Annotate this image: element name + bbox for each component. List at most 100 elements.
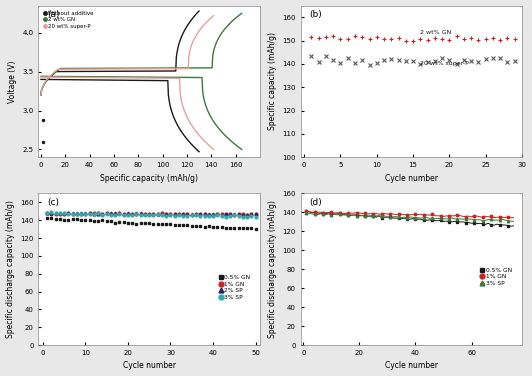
2% SP (214, 212, 220, 216)
2% SP (116, 211, 122, 215)
3% SP (129, 213, 135, 217)
Line: 2% SP: 2% SP (46, 211, 257, 216)
2% SP (86, 211, 93, 216)
1% GN (510, 215, 517, 220)
3% SP (488, 217, 494, 222)
Text: (d): (d) (310, 198, 322, 207)
3% SP (205, 214, 212, 218)
2% SP (120, 211, 127, 216)
3% SP (61, 211, 67, 215)
1% GN (120, 212, 127, 217)
3% SP (146, 213, 152, 217)
3% SP (193, 213, 199, 218)
1% GN (201, 212, 207, 216)
2% SP (167, 212, 173, 216)
3% SP (142, 212, 148, 217)
1% GN (163, 212, 169, 217)
0.5% GN (252, 226, 259, 231)
Legend: Without additive, 2 wt% GN, 20 wt% super-P: Without additive, 2 wt% GN, 20 wt% super… (41, 8, 96, 31)
2% SP (146, 212, 152, 216)
2% SP (65, 211, 71, 216)
0.5% GN (107, 218, 114, 223)
Text: (b): (b) (310, 10, 322, 19)
1% GN (142, 212, 148, 216)
Y-axis label: Specific capacity (mAh/g): Specific capacity (mAh/g) (268, 32, 277, 130)
0.5% GN (188, 224, 195, 228)
2% SP (137, 211, 144, 216)
0.5% GN (82, 218, 88, 222)
2% SP (180, 212, 186, 216)
X-axis label: Cycle number: Cycle number (385, 174, 438, 183)
2% SP (107, 211, 114, 215)
0.5% GN (56, 217, 63, 221)
3% SP (137, 213, 144, 217)
3% SP (103, 212, 110, 216)
1% GN (176, 212, 182, 217)
3% SP (133, 212, 139, 217)
0.5% GN (303, 209, 309, 214)
0.5% GN (86, 218, 93, 223)
2% SP (44, 211, 50, 215)
0.5% GN (205, 224, 212, 229)
1% GN (146, 212, 152, 217)
1% GN (197, 212, 203, 216)
3% SP (78, 212, 84, 217)
1% GN (137, 212, 144, 217)
3% SP (112, 212, 118, 217)
3% SP (86, 212, 93, 217)
Line: 1% GN: 1% GN (46, 211, 257, 216)
1% GN (184, 211, 190, 216)
0.5% GN (103, 219, 110, 224)
2% SP (103, 211, 110, 216)
3% SP (44, 211, 50, 216)
1% GN (69, 211, 76, 216)
0.5% GN (48, 216, 54, 220)
3% SP (510, 219, 517, 224)
2% SP (184, 211, 190, 216)
2% SP (82, 210, 88, 215)
2% SP (163, 211, 169, 216)
2% SP (112, 211, 118, 215)
3% SP (99, 213, 105, 217)
3% SP (90, 212, 97, 217)
2% SP (218, 212, 225, 217)
1% GN (460, 214, 466, 218)
3% SP (154, 212, 161, 217)
3% SP (73, 211, 80, 216)
1% GN (167, 212, 173, 216)
0.5% GN (214, 225, 220, 229)
Y-axis label: Specific discharge capacity (mAh/g): Specific discharge capacity (mAh/g) (5, 200, 14, 338)
0.5% GN (231, 226, 237, 230)
2% SP (171, 212, 178, 217)
0.5% GN (227, 226, 233, 230)
1% GN (82, 212, 88, 216)
1% GN (468, 215, 475, 219)
1% GN (78, 211, 84, 216)
2% SP (244, 212, 250, 217)
1% GN (466, 214, 472, 218)
3% SP (474, 218, 480, 222)
2% SP (222, 212, 229, 216)
3% SP (150, 213, 156, 218)
0.5% GN (210, 224, 216, 229)
1% GN (150, 212, 156, 216)
Legend: 0.5% GN, 1% GN, 3% SP: 0.5% GN, 1% GN, 3% SP (477, 265, 514, 288)
3% SP (248, 214, 254, 218)
1% GN (214, 212, 220, 216)
3% SP (227, 214, 233, 218)
1% GN (222, 212, 229, 217)
1% GN (48, 211, 54, 216)
1% GN (205, 212, 212, 217)
2% SP (95, 211, 101, 216)
3% SP (171, 214, 178, 218)
2% SP (239, 212, 246, 217)
2% SP (56, 211, 63, 215)
X-axis label: Specific capacity (mAh/g): Specific capacity (mAh/g) (100, 174, 198, 183)
3% SP (69, 212, 76, 216)
0.5% GN (154, 222, 161, 227)
1% GN (99, 212, 105, 216)
2% SP (197, 212, 203, 216)
2% SP (231, 212, 237, 216)
0.5% GN (142, 221, 148, 225)
3% SP (163, 214, 169, 218)
